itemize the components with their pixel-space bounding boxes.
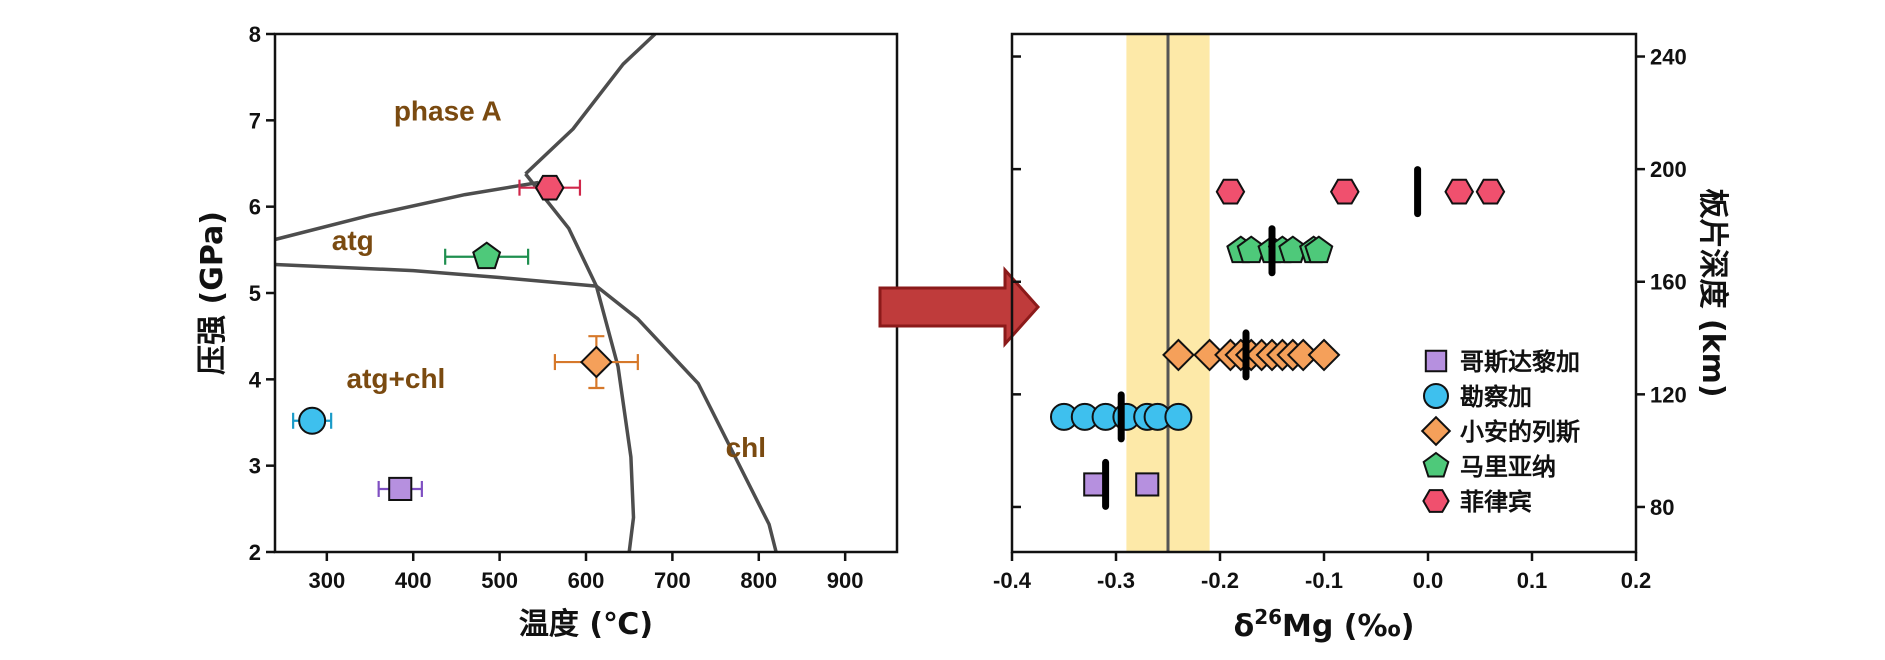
sample-point-hexagon [1215, 178, 1246, 205]
sample-point-hexagon [1444, 178, 1475, 205]
legend-marker-hexagon [1422, 489, 1450, 513]
transition-arrow [878, 266, 1041, 348]
legend-marker-diamond [1420, 415, 1452, 447]
pt-point-pentagon [472, 241, 502, 270]
phase-boundary-line-1 [274, 180, 539, 242]
y-tick-label: 7 [249, 108, 261, 133]
x-tick-label: -0.4 [993, 568, 1032, 593]
x-tick-label: 300 [308, 568, 345, 593]
phase-boundaries [274, 32, 778, 553]
right-y-tick-label: 80 [1650, 495, 1674, 520]
pt-point-circle [298, 406, 327, 435]
phase-boundary-line-3 [524, 32, 657, 176]
legend-label: 勘察加 [1460, 383, 1532, 411]
left-panel-pt-diagram: phase A atg atg+chl chl 300 400 500 600 700 800 9… [195, 22, 899, 642]
right-y-tick-label: 200 [1650, 157, 1687, 182]
legend-marker-pentagon [1422, 451, 1450, 478]
right-y-tick-label: 120 [1650, 382, 1687, 407]
x-tick-label: 0.1 [1517, 568, 1548, 593]
legend-label: 菲律宾 [1460, 488, 1532, 516]
x-tick-label: -0.1 [1305, 568, 1343, 593]
y-tick-label: 2 [249, 540, 261, 565]
left-x-axis-title: 温度 (℃) [519, 607, 653, 642]
y-tick-label: 4 [249, 367, 262, 392]
x-tick-label: 400 [395, 568, 432, 593]
mean-markers [1102, 166, 1422, 510]
right-y-tick-label: 160 [1650, 270, 1687, 295]
sample-point-pentagon [1304, 235, 1334, 264]
right-panel-delta-mg: -0.4 -0.3 -0.2 -0.1 0.0 0.1 0.280120160200240 … [993, 32, 1730, 644]
x-tick-label: 0.0 [1413, 568, 1444, 593]
pt-data-points [292, 174, 639, 501]
x-tick-label: 0.2 [1621, 568, 1652, 593]
sample-point-diamond [1162, 338, 1195, 372]
right-y-tick-label: 240 [1650, 45, 1687, 70]
sample-point-hexagon [1475, 178, 1506, 205]
sample-point-circle [1164, 402, 1193, 431]
sample-point-hexagon [1329, 178, 1360, 205]
legend-label: 小安的列斯 [1460, 418, 1580, 446]
y-tick-label: 8 [249, 22, 261, 47]
region-label: chl [726, 432, 766, 463]
legend-label: 哥斯达黎加 [1460, 348, 1580, 376]
sample-point-diamond [1307, 338, 1341, 372]
legend-label: 马里亚纳 [1460, 453, 1556, 481]
phase-boundary-line-5 [595, 284, 778, 553]
x-tick-label: 700 [654, 568, 691, 593]
right-axis-ticks: -0.4 -0.3 -0.2 -0.1 0.0 0.1 0.2 80 120 160 200 240 [993, 45, 1687, 593]
delta-mg-data-points [1050, 178, 1506, 497]
mantle-range-band [1126, 34, 1210, 552]
region-label: atg+chl [347, 363, 446, 394]
sample-point-square [1135, 472, 1160, 497]
x-tick-label: 600 [568, 568, 605, 593]
pt-point-diamond [579, 345, 613, 379]
phase-boundary-line-4 [524, 172, 636, 553]
right-y-axis-title: 板片深度 (km) [1695, 188, 1730, 397]
phase-region-labels: phase A atg atg+chl chl [332, 95, 766, 463]
right-x-axis-title: δ26Mg (‰) [1234, 605, 1415, 644]
pt-point-square [388, 476, 413, 501]
legend-marker-square [1424, 349, 1448, 373]
pt-point-hexagon [534, 174, 565, 201]
x-tick-label: 500 [481, 568, 518, 593]
region-label: atg [332, 225, 374, 256]
y-tick-label: 5 [249, 281, 261, 306]
phase-boundary-line-2 [274, 262, 597, 288]
region-label: phase A [394, 95, 502, 126]
left-y-axis-title: 压强 (GPa) [195, 211, 230, 375]
x-tick-label: 900 [827, 568, 864, 593]
y-tick-label: 6 [249, 195, 261, 220]
left-axis-ticks: 300 400 500 600 700 800 900 2 3 4 5 6 7 8 [249, 22, 864, 593]
x-tick-label: 800 [740, 568, 777, 593]
legend-marker-circle [1423, 383, 1449, 409]
y-tick-label: 3 [249, 454, 261, 479]
x-tick-label: -0.3 [1097, 568, 1135, 593]
x-tick-label: -0.2 [1201, 568, 1239, 593]
